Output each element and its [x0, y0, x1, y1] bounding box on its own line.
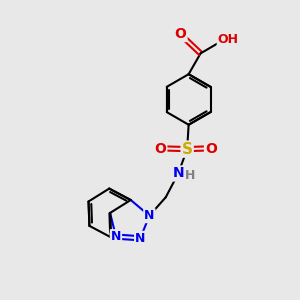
Text: N: N [111, 230, 121, 243]
Text: S: S [182, 142, 193, 157]
Text: O: O [154, 142, 166, 155]
Text: N: N [172, 167, 184, 181]
Text: O: O [205, 142, 217, 155]
Text: H: H [185, 169, 195, 182]
Text: N: N [144, 209, 154, 222]
Text: N: N [135, 232, 146, 245]
Text: O: O [175, 27, 187, 41]
Text: OH: OH [218, 33, 239, 46]
